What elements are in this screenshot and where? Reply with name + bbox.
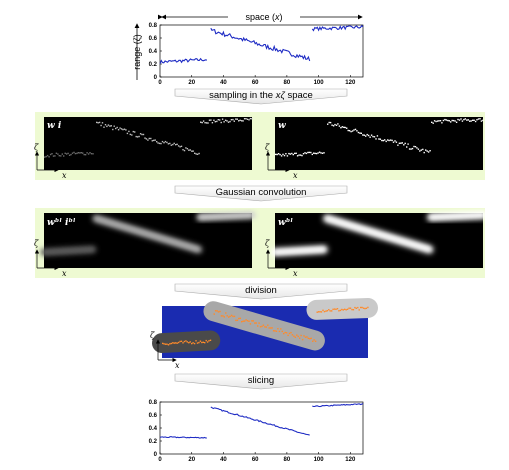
zeta-x-axes-3: ζ x — [150, 331, 180, 370]
top-chart-ytick: 0.2 — [149, 62, 158, 68]
step-division: division — [174, 283, 348, 300]
svg-text:ζ: ζ — [265, 239, 270, 248]
svg-text:ζ: ζ — [34, 239, 39, 248]
panel-wbi: wᵇˡ iᵇˡ — [40, 211, 256, 268]
svg-text:x: x — [175, 361, 180, 370]
step-convolution: Gaussian convolution — [174, 185, 348, 202]
input-signal-chart: 0 20 40 60 80 100 120 0 0.2 0.4 0.6 0.8 — [149, 23, 364, 86]
bottom-chart-series-segment-3 — [312, 403, 364, 408]
zeta-x-axes-1: ζ x ζ x — [34, 143, 298, 180]
step-convolution-label: Gaussian convolution — [216, 187, 307, 198]
top-chart-series-segment-1 — [159, 57, 208, 64]
svg-text:x: x — [62, 171, 67, 180]
panel-wb-label: wᵇˡ — [278, 218, 293, 228]
bottom-chart-xtick: 100 — [314, 457, 325, 463]
bottom-chart-ytick: 0.6 — [149, 413, 158, 419]
panel-w-label: w — [278, 121, 286, 131]
bottom-chart-xtick: 80 — [284, 457, 291, 463]
svg-text:x: x — [62, 269, 67, 278]
step-division-label: division — [245, 285, 277, 296]
panel-w: w — [275, 117, 484, 170]
space-axis-label: space (x) — [245, 12, 282, 22]
panel-wi-label: w i — [47, 121, 62, 131]
bottom-chart-frame — [159, 401, 364, 455]
top-chart-xtick: 80 — [284, 80, 291, 86]
top-chart-series-segment-2 — [210, 27, 311, 62]
step-slicing-label: slicing — [248, 375, 274, 386]
top-chart-xtick: 100 — [314, 80, 325, 86]
bottom-chart-xtick: 40 — [220, 457, 227, 463]
top-chart-ytick: 0.4 — [149, 49, 158, 55]
bottom-chart-series-segment-1 — [159, 436, 207, 439]
top-chart-xtick: 40 — [220, 80, 227, 86]
bottom-chart-ytick: 0 — [154, 452, 158, 458]
bottom-chart-xtick: 120 — [345, 457, 356, 463]
svg-text:ζ: ζ — [265, 143, 270, 152]
range-axis-label: range (ζ) — [132, 34, 142, 69]
panel-wi: w i — [44, 117, 253, 170]
top-chart-ytick: 0 — [154, 75, 158, 81]
top-chart-xtick: 120 — [345, 80, 356, 86]
division-result — [152, 297, 378, 358]
bottom-chart-xtick: 0 — [158, 457, 162, 463]
step-sampling: sampling in the xζ space — [174, 88, 348, 105]
bottom-chart-xtick: 60 — [252, 457, 259, 463]
range-axis-arrow: range (ζ) — [132, 23, 142, 80]
step-slicing: slicing — [174, 373, 348, 390]
step-sampling-label: sampling in the xζ space — [209, 90, 313, 101]
svg-text:x: x — [293, 171, 298, 180]
top-chart-xtick: 0 — [158, 80, 162, 86]
top-chart-frame — [159, 24, 364, 78]
output-signal-chart: 0 20 40 60 80 100 120 0 0.2 0.4 0.6 0.8 — [149, 400, 364, 463]
space-axis-arrow: space (x) — [158, 12, 363, 22]
top-chart-xtick: 20 — [188, 80, 195, 86]
svg-text:x: x — [293, 269, 298, 278]
top-chart-ytick: 0.6 — [149, 36, 158, 42]
bottom-chart-ytick: 0.4 — [149, 426, 158, 432]
bottom-chart-ytick: 0.8 — [149, 400, 158, 406]
svg-text:ζ: ζ — [150, 331, 155, 340]
top-chart-xtick: 60 — [252, 80, 259, 86]
top-chart-ytick: 0.8 — [149, 23, 158, 29]
panel-wb: wᵇˡ — [271, 211, 487, 268]
zeta-x-axes-2: ζ x ζ x — [34, 239, 298, 278]
svg-text:ζ: ζ — [34, 143, 39, 152]
bottom-chart-ytick: 0.2 — [149, 439, 158, 445]
panel-wbi-label: wᵇˡ iᵇˡ — [47, 218, 76, 228]
bottom-chart-xtick: 20 — [188, 457, 195, 463]
bottom-chart-series-segment-2 — [210, 406, 310, 436]
top-chart-series-segment-3 — [311, 24, 364, 32]
